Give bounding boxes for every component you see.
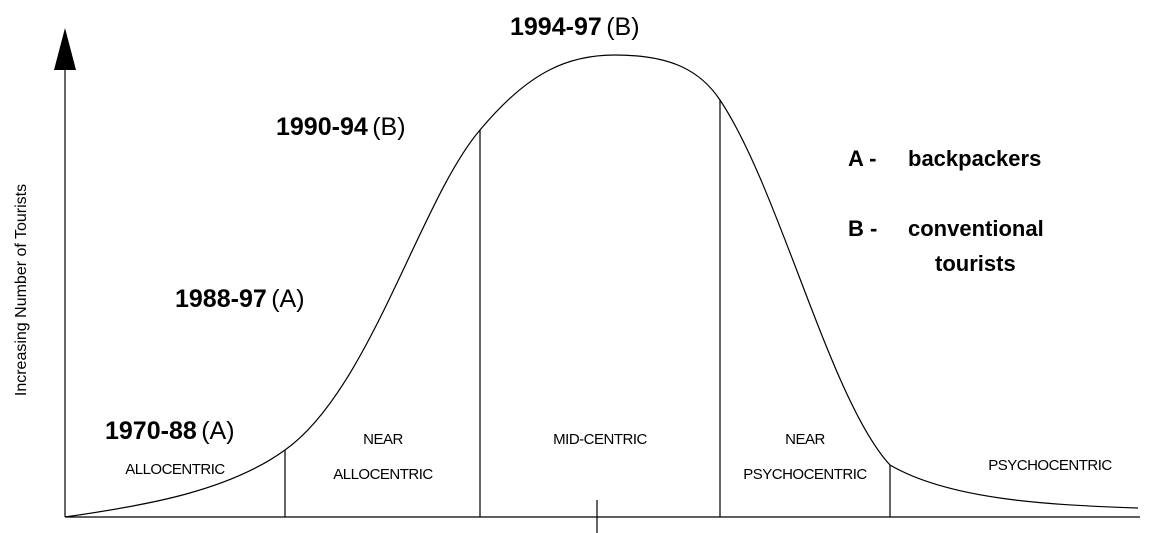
legend-text: conventional [908, 216, 1044, 241]
legend-text: backpackers [908, 146, 1041, 171]
segment-label: MID-CENTRIC [553, 431, 647, 448]
y-axis-label: Increasing Number of Tourists [13, 184, 30, 396]
legend-key: A - [848, 146, 877, 171]
segment-label: ALLOCENTRIC [125, 461, 225, 478]
legend-key: B - [848, 216, 877, 241]
period-label: 1970-88 (A) [105, 417, 235, 445]
legend-text: tourists [935, 251, 1016, 276]
segment-label: NEAR [785, 431, 825, 448]
segment-label: PSYCHOCENTRIC [988, 457, 1112, 474]
axis-arrow [54, 28, 76, 70]
period-label: 1990-94 (B) [276, 113, 406, 141]
period-label: 1994-97 (B) [510, 13, 640, 41]
segment-label: PSYCHOCENTRIC [743, 466, 867, 483]
period-label: 1988-97 (A) [175, 285, 305, 313]
segment-label: ALLOCENTRIC [333, 466, 433, 483]
segment-label: NEAR [363, 431, 403, 448]
